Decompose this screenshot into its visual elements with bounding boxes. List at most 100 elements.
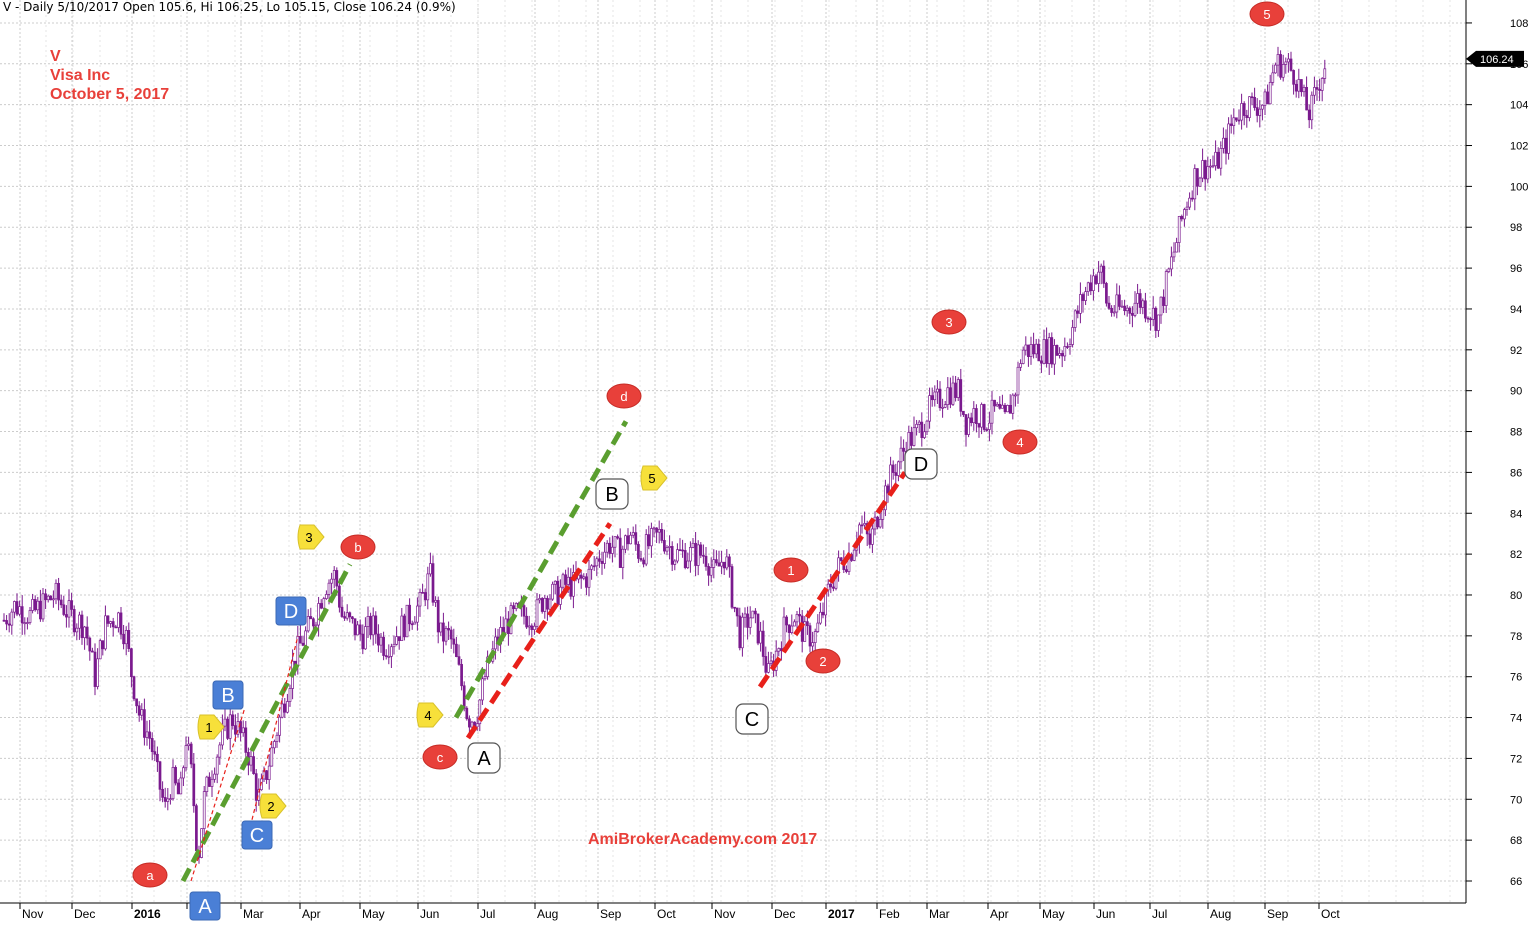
candle-body	[676, 549, 679, 562]
candle-body	[1151, 307, 1155, 320]
candle-body	[418, 591, 422, 607]
candle-body	[1307, 109, 1311, 121]
candle-body	[387, 656, 391, 658]
candle-body	[582, 576, 586, 579]
candle-body	[696, 544, 700, 566]
candle-body	[153, 751, 157, 755]
candle-body	[470, 721, 474, 728]
red-ellipse-label: d	[620, 389, 627, 404]
x-axis-labels: Nov Dec 2016 Feb Mar Apr May Jun Jul Aug Sep Oct Nov…	[19, 903, 1340, 921]
candle-body	[1185, 206, 1189, 210]
x-tick-label: Sep	[600, 907, 622, 921]
candle-body	[434, 600, 437, 603]
candle-body	[405, 604, 409, 638]
candle-body	[330, 578, 333, 584]
candle-body	[759, 630, 762, 644]
candle-body	[85, 626, 89, 639]
red-ellipse	[773, 557, 809, 583]
candle-body	[143, 709, 146, 738]
candle-body	[590, 565, 593, 570]
candle-body	[340, 606, 344, 617]
candle-body	[912, 427, 916, 446]
candle-body	[868, 533, 872, 545]
candle-body	[551, 583, 554, 600]
candle-body	[1068, 344, 1072, 347]
candle-body	[1274, 64, 1277, 74]
candle-body	[158, 761, 162, 790]
x-tick-label: Jul	[480, 907, 495, 921]
candle-body	[325, 594, 328, 599]
x-tick-label: 2016	[134, 907, 161, 921]
y-tick-label: 70	[1510, 794, 1522, 806]
wave-marker-blue: C	[241, 820, 273, 850]
candle-body	[579, 574, 583, 579]
wave-marker-yellow: 1	[197, 714, 225, 740]
candle-body	[1162, 296, 1165, 306]
candle-body	[1128, 307, 1132, 314]
candle-body	[356, 624, 359, 636]
candle-body	[650, 528, 653, 547]
wave-marker-red: c	[422, 744, 458, 770]
candle-body	[894, 472, 898, 476]
candle-body	[1011, 394, 1015, 414]
candle-body	[223, 718, 227, 727]
candle-body	[1222, 137, 1225, 149]
white-box	[904, 448, 938, 480]
candle-body	[1094, 275, 1098, 284]
candle-body	[1050, 337, 1054, 365]
candle-body	[803, 621, 807, 642]
candle-body	[304, 630, 307, 646]
candle-body	[267, 765, 271, 780]
candle-body	[33, 599, 37, 611]
candle-body	[527, 625, 531, 628]
candle-body	[673, 560, 677, 565]
trend-line	[190, 707, 246, 882]
candle-body	[504, 618, 508, 633]
red-ellipse-label: 2	[819, 654, 826, 669]
candle-body	[611, 546, 614, 554]
wave-marker-yellow: 2	[259, 793, 287, 819]
candle-body	[850, 554, 853, 561]
candle-body	[231, 714, 235, 726]
candle-body	[475, 723, 479, 728]
candle-body	[104, 615, 107, 650]
candle-body	[1235, 117, 1238, 121]
candle-body	[595, 558, 599, 567]
candle-body	[964, 414, 968, 435]
candle-body	[891, 464, 895, 473]
candle-body	[1001, 404, 1004, 409]
candle-body	[1315, 87, 1319, 90]
wave-marker-yellow: 4	[416, 702, 444, 728]
candle-body	[540, 598, 544, 612]
candle-body	[1310, 94, 1314, 121]
wave-marker-white: A	[467, 742, 501, 774]
candle-body	[603, 551, 606, 564]
candle-body	[119, 612, 123, 635]
chart-date: October 5, 2017	[50, 86, 170, 103]
candle-body	[452, 638, 456, 645]
candle-body	[819, 611, 822, 624]
candle-body	[663, 540, 666, 552]
candle-body	[1268, 81, 1272, 105]
ticker-symbol: V	[50, 48, 61, 65]
candle-body	[982, 404, 986, 430]
candle-body	[785, 616, 788, 626]
candle-body	[13, 601, 16, 613]
x-tick-label: Jun	[1096, 907, 1115, 921]
candle-body	[465, 707, 469, 720]
candle-body	[93, 651, 97, 687]
candle-body	[234, 725, 237, 735]
chart-info-line: V - Daily 5/10/2017 Open 105.6, Hi 106.2…	[3, 0, 456, 14]
candle-body	[668, 546, 671, 548]
candle-body	[1183, 209, 1186, 220]
candle-body	[1081, 294, 1085, 301]
candle-body	[920, 421, 924, 438]
candle-body	[1042, 339, 1046, 364]
candle-body	[444, 628, 448, 642]
blue-box-label: B	[221, 685, 234, 707]
candle-body	[403, 615, 406, 638]
y-tick-label: 102	[1510, 141, 1528, 153]
candle-body	[699, 544, 703, 556]
candle-body	[1172, 251, 1176, 258]
